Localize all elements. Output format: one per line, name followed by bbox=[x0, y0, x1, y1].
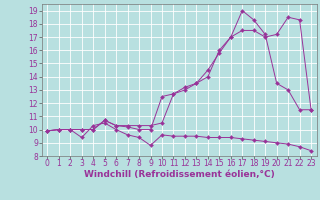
X-axis label: Windchill (Refroidissement éolien,°C): Windchill (Refroidissement éolien,°C) bbox=[84, 170, 275, 179]
